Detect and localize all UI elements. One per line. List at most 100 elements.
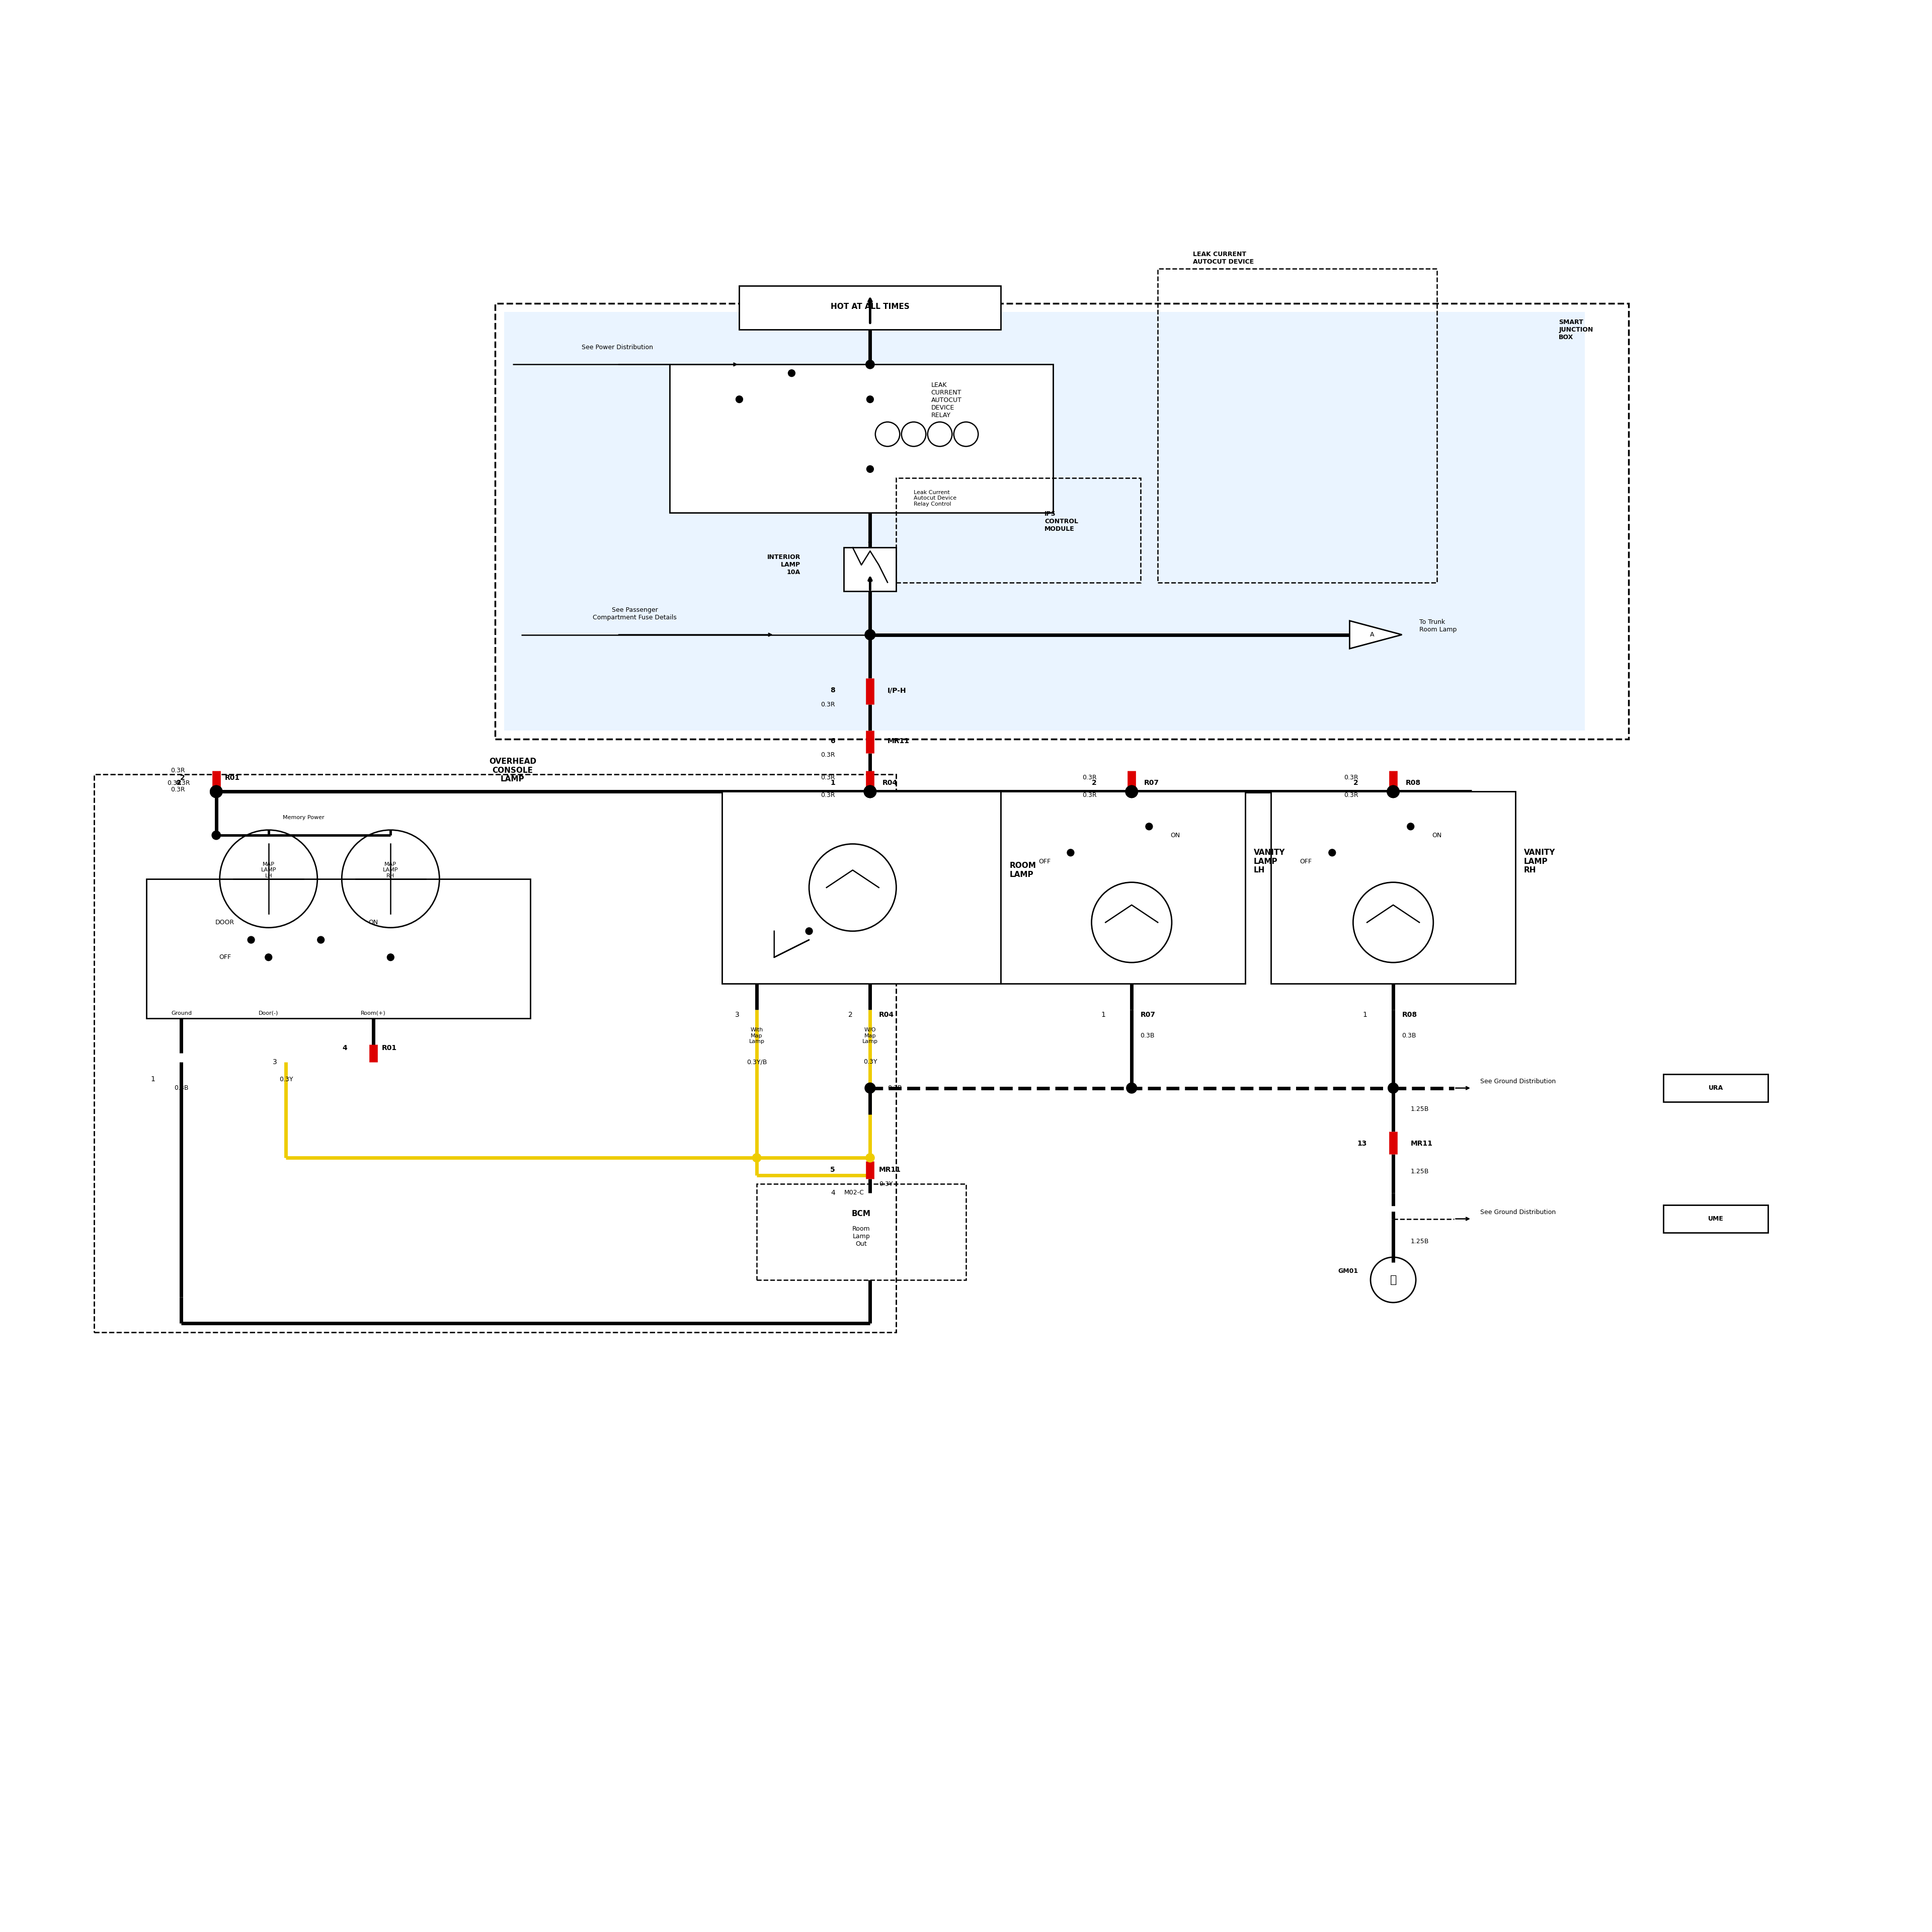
Circle shape [1126, 786, 1138, 798]
Bar [147, 879, 529, 1018]
Text: LEAK CURRENT
AUTOCUT DEVICE: LEAK CURRENT AUTOCUT DEVICE [1192, 251, 1254, 265]
Circle shape [864, 786, 877, 798]
Text: 0.3R: 0.3R [821, 701, 835, 707]
Bar [670, 365, 1053, 512]
Text: DOOR: DOOR [214, 920, 234, 925]
Circle shape [736, 396, 742, 402]
Circle shape [213, 831, 220, 840]
Text: ⏚: ⏚ [1389, 1275, 1397, 1285]
Bar [740, 286, 1001, 330]
Text: See Ground Distribution: See Ground Distribution [1480, 1078, 1555, 1084]
Text: See Ground Distribution: See Ground Distribution [1480, 1209, 1555, 1215]
Text: ON: ON [369, 920, 379, 925]
Circle shape [265, 954, 272, 960]
Text: Door(-): Door(-) [259, 1010, 278, 1016]
Text: 0.3R: 0.3R [1345, 775, 1358, 781]
Text: Ground: Ground [172, 1010, 191, 1016]
Text: URA: URA [1708, 1084, 1723, 1092]
Text: 0.3Y: 0.3Y [879, 1180, 893, 1188]
Text: OVERHEAD
CONSOLE
LAMP: OVERHEAD CONSOLE LAMP [489, 757, 537, 782]
Circle shape [211, 786, 222, 798]
Bar [844, 547, 896, 591]
Bar [896, 477, 1140, 582]
Text: ROOM
LAMP: ROOM LAMP [1010, 862, 1036, 879]
Text: OFF: OFF [1037, 858, 1051, 866]
Circle shape [788, 369, 796, 377]
Text: 4: 4 [342, 1045, 348, 1051]
Text: ON: ON [1432, 833, 1441, 838]
Text: R07: R07 [1144, 779, 1159, 786]
Circle shape [752, 1153, 761, 1163]
Circle shape [1126, 1082, 1136, 1094]
Circle shape [806, 927, 813, 935]
Text: I/P-H: I/P-H [887, 688, 906, 694]
Circle shape [1387, 786, 1399, 798]
Text: 1: 1 [1362, 1010, 1368, 1018]
Circle shape [867, 466, 873, 473]
Text: 0.3R: 0.3R [170, 767, 185, 775]
Circle shape [864, 786, 877, 798]
Circle shape [866, 359, 875, 369]
Text: 0.3B: 0.3B [174, 1084, 189, 1092]
Text: 6: 6 [831, 738, 835, 744]
Bar [1663, 1206, 1768, 1233]
Bar [1157, 269, 1437, 582]
Text: 0.3B: 0.3B [887, 1084, 902, 1092]
Text: MR11: MR11 [1410, 1140, 1434, 1148]
Text: OFF: OFF [218, 954, 232, 960]
Text: MAP
LAMP
RH: MAP LAMP RH [383, 862, 398, 879]
Text: R01: R01 [383, 1045, 398, 1051]
Circle shape [1387, 1082, 1399, 1094]
Text: 1: 1 [1101, 1010, 1105, 1018]
Text: Room(+): Room(+) [361, 1010, 386, 1016]
Text: To Trunk
Room Lamp: To Trunk Room Lamp [1420, 618, 1457, 634]
Text: 0.3R: 0.3R [1345, 792, 1358, 798]
Text: R08: R08 [1405, 779, 1420, 786]
Bar [1271, 792, 1515, 983]
Circle shape [866, 630, 875, 639]
Text: 2: 2 [1092, 779, 1097, 786]
Circle shape [247, 937, 255, 943]
Text: 1: 1 [151, 1076, 155, 1082]
Text: UME: UME [1708, 1215, 1723, 1223]
Polygon shape [1350, 620, 1403, 649]
Text: 1: 1 [831, 779, 835, 786]
Text: 0.3B: 0.3B [1403, 1032, 1416, 1039]
Text: 0.3R: 0.3R [1082, 775, 1097, 781]
Bar [1663, 1074, 1768, 1101]
Text: INTERIOR
LAMP
10A: INTERIOR LAMP 10A [767, 554, 800, 576]
Text: Leak Current
Autocut Device
Relay Control: Leak Current Autocut Device Relay Contro… [914, 491, 956, 506]
Text: SMART
JUNCTION
BOX: SMART JUNCTION BOX [1559, 319, 1594, 340]
Text: R08: R08 [1403, 1010, 1416, 1018]
Text: GM01: GM01 [1339, 1267, 1358, 1275]
Text: 0.3Y/B: 0.3Y/B [746, 1059, 767, 1065]
Text: R07: R07 [1140, 1010, 1155, 1018]
Text: 0.3R: 0.3R [176, 781, 189, 786]
Text: 0.3Y: 0.3Y [864, 1059, 877, 1065]
Text: 1.25B: 1.25B [1410, 1105, 1430, 1113]
Circle shape [1329, 850, 1335, 856]
Text: IPS
CONTROL
MODULE: IPS CONTROL MODULE [1045, 510, 1078, 531]
Circle shape [866, 1153, 875, 1163]
Text: MAP
LAMP
LH: MAP LAMP LH [261, 862, 276, 879]
Text: 1.25B: 1.25B [1410, 1238, 1430, 1244]
Text: 0.3R: 0.3R [1082, 792, 1097, 798]
Circle shape [1066, 850, 1074, 856]
Text: 0.3R: 0.3R [821, 775, 835, 781]
Text: VANITY
LAMP
RH: VANITY LAMP RH [1524, 848, 1555, 873]
Circle shape [866, 1082, 875, 1094]
Circle shape [864, 786, 877, 798]
Text: 0.3R: 0.3R [166, 781, 182, 786]
Text: 0.3R: 0.3R [821, 752, 835, 757]
Text: 0.3R: 0.3R [170, 786, 185, 794]
Text: 2: 2 [1354, 779, 1358, 786]
Text: See Passenger
Compartment Fuse Details: See Passenger Compartment Fuse Details [593, 607, 676, 620]
Bar [1001, 792, 1244, 983]
Text: M02-C: M02-C [844, 1190, 864, 1196]
Text: R04: R04 [883, 779, 898, 786]
Text: BCM: BCM [852, 1209, 871, 1217]
Text: 3: 3 [272, 1059, 278, 1065]
Circle shape [1387, 786, 1399, 798]
Text: 0.3Y: 0.3Y [278, 1076, 294, 1082]
Text: 13: 13 [1358, 1140, 1368, 1148]
